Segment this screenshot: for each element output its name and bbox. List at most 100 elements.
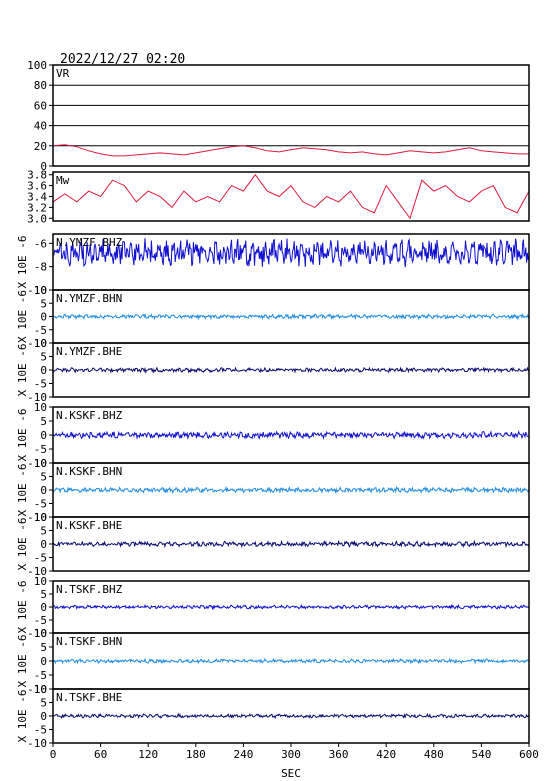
y-tick-label: 3.6 xyxy=(27,180,47,193)
y-tick-label: -5 xyxy=(34,324,47,337)
y-tick-label: -5 xyxy=(34,443,47,456)
y-tick-label: -5 xyxy=(34,669,47,682)
y-tick-label: -10 xyxy=(27,511,47,524)
y-tick-label: 20 xyxy=(34,140,47,153)
y-tick-label: -5 xyxy=(34,498,47,511)
panel-frame xyxy=(52,171,530,222)
panel-label: VR xyxy=(56,67,70,80)
datetime-title: 2022/12/27 02:20 xyxy=(60,52,185,67)
panel-label: N.YMZF.BHE xyxy=(56,345,122,358)
y-axis-unit-label: X 10E -6 xyxy=(16,464,29,517)
y-tick-label: -6 xyxy=(34,237,47,250)
y-tick-label: -10 xyxy=(27,737,47,750)
trace-ymzf-bhe-series xyxy=(52,366,530,374)
y-tick-label: -10 xyxy=(27,683,47,696)
vr-panel: 0 20 40 60 80 100 VR xyxy=(27,59,530,173)
panel-label: N.KSKF.BHN xyxy=(56,465,122,478)
y-tick-label: 10 xyxy=(34,627,47,640)
mw-panel: 3.03.23.43.63.8 Mw xyxy=(27,169,530,225)
y-tick-label: -10 xyxy=(27,284,47,297)
y-tick-label: 3.4 xyxy=(27,191,47,204)
y-tick-label: 0 xyxy=(40,484,47,497)
y-tick-label: 3.8 xyxy=(27,169,47,182)
y-axis-unit-label: X 10E -6 xyxy=(16,344,29,397)
y-tick-label: -10 xyxy=(27,627,47,640)
trace-kskf-bhn-series xyxy=(52,485,530,495)
panel-label: N.YMZF.BHZ xyxy=(56,236,123,249)
y-tick-label: -5 xyxy=(34,724,47,737)
x-tick-label: 420 xyxy=(376,748,396,761)
y-tick-label: 0 xyxy=(40,655,47,668)
x-tick-label: 120 xyxy=(138,748,158,761)
y-axis-unit-label: X 10E -6 xyxy=(16,236,29,289)
y-tick-label: 10 xyxy=(34,683,47,696)
y-tick-label: 0 xyxy=(40,429,47,442)
trace-ymzf-bhn-series xyxy=(52,312,530,321)
panel-label: N.TSKF.BHE xyxy=(56,691,122,704)
y-tick-label: 5 xyxy=(40,588,47,601)
panel-label: N.TSKF.BHN xyxy=(56,635,122,648)
x-tick-label: 300 xyxy=(281,748,301,761)
panel-label: N.KSKF.BHE xyxy=(56,519,122,532)
y-tick-label: 60 xyxy=(34,99,47,112)
y-tick-label: -10 xyxy=(27,391,47,404)
y-tick-label: -10 xyxy=(27,457,47,470)
y-tick-label: 5 xyxy=(40,641,47,654)
trace-ymzf-bhz: -10 -8 -6 N.YMZF.BHZ X 10E -6 xyxy=(16,233,530,297)
panel-label: N.YMZF.BHN xyxy=(56,292,122,305)
panel-frame xyxy=(52,342,530,398)
y-axis-unit-label: X 10E -6 xyxy=(16,581,29,634)
y-tick-label: 10 xyxy=(34,401,47,414)
panel-label: N.TSKF.BHZ xyxy=(56,583,123,596)
x-tick-label: 240 xyxy=(233,748,253,761)
y-tick-label: 10 xyxy=(34,575,47,588)
y-tick-label: 0 xyxy=(40,160,47,173)
y-tick-label: 0 xyxy=(40,364,47,377)
x-tick-label: 540 xyxy=(471,748,491,761)
y-tick-label: -5 xyxy=(34,552,47,565)
trace-tskf-bhe-series xyxy=(52,712,530,720)
y-tick-label: 80 xyxy=(34,79,47,92)
y-tick-label: 5 xyxy=(40,471,47,484)
y-tick-label: 0 xyxy=(40,710,47,723)
y-axis-unit-label: X 10E -6 xyxy=(16,290,29,343)
trace-ymzf-bhz-series xyxy=(52,238,530,268)
y-tick-label: 40 xyxy=(34,120,47,133)
y-tick-label: 10 xyxy=(34,457,47,470)
trace-kskf-bhz-series xyxy=(52,430,530,441)
x-tick-label: 60 xyxy=(94,748,107,761)
y-tick-label: -10 xyxy=(27,565,47,578)
y-tick-label: 0 xyxy=(40,311,47,324)
y-tick-label: 5 xyxy=(40,351,47,364)
y-tick-label: -8 xyxy=(34,261,47,274)
panel-label: Mw xyxy=(56,174,70,187)
y-axis-unit-label: X 10E -6 xyxy=(16,409,29,462)
y-tick-label: 5 xyxy=(40,297,47,310)
y-axis-unit-label: X 10E -6 xyxy=(16,635,29,688)
panel-label: N.KSKF.BHZ xyxy=(56,409,123,422)
x-tick-label: 360 xyxy=(329,748,349,761)
y-axis-unit-label: X 10E -6 xyxy=(16,518,29,571)
y-tick-label: -10 xyxy=(27,337,47,350)
vr-panel-series xyxy=(52,144,529,157)
x-axis-label: SEC xyxy=(281,767,301,780)
x-tick-label: 0 xyxy=(50,748,57,761)
y-tick-label: 0 xyxy=(40,601,47,614)
y-tick-label: 100 xyxy=(27,59,47,72)
trace-tskf-bhn-series xyxy=(52,657,530,665)
panel-frame xyxy=(52,64,530,167)
y-tick-label: 10 xyxy=(34,284,47,297)
mw-panel-series xyxy=(52,173,530,220)
y-tick-label: -5 xyxy=(34,378,47,391)
panel-frame xyxy=(52,516,530,572)
y-axis-unit-label: X 10E -6 xyxy=(16,690,29,743)
y-tick-label: -5 xyxy=(34,614,47,627)
